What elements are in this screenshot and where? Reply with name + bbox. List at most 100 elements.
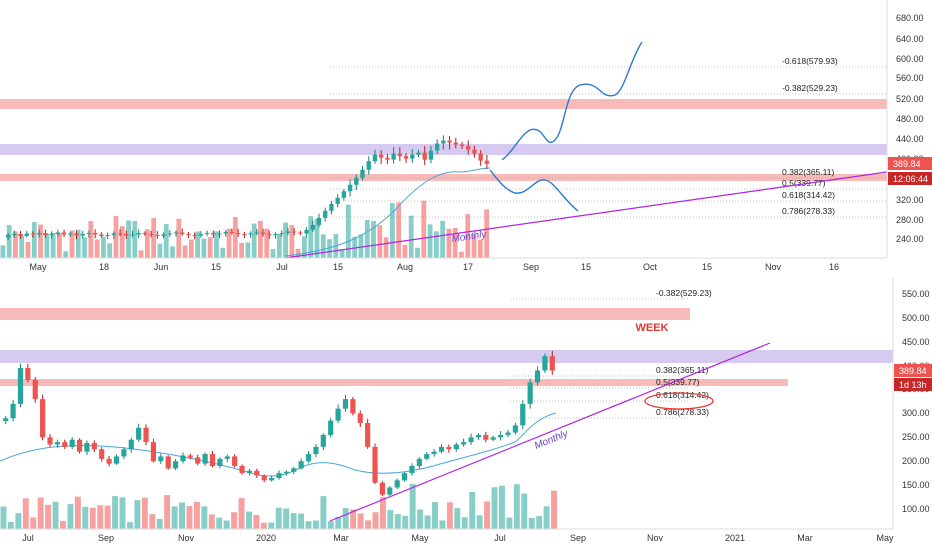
daily-candle-body [472, 149, 477, 154]
weekly-candle-body [84, 443, 90, 452]
daily-candle-body [229, 231, 235, 233]
daily-candle-body [298, 232, 303, 234]
daily-volume-bar [151, 218, 157, 258]
weekly-candle-body [254, 470, 260, 476]
daily-candle-body [24, 233, 29, 236]
daily-chart[interactable]: -0.618(579.93) -0.382(529.23) 0.382(365.11… [0, 0, 932, 275]
daily-candle-body [142, 232, 148, 234]
daily-chart-pane[interactable]: -0.618(579.93) -0.382(529.23) 0.382(365.11… [0, 0, 932, 275]
daily-volume-bar [163, 224, 169, 258]
weekly-candle-body [121, 449, 127, 457]
daily-candle-body [92, 232, 98, 235]
weekly-volume-bar [223, 520, 230, 529]
weekly-chart[interactable]: -0.382(529.23) 0.382(365.11) 0.5(339.77) 0.… [0, 278, 932, 550]
daily-x-tick-label: 16 [829, 262, 839, 272]
weekly-volume-bar [484, 501, 491, 529]
daily-volume-bar [371, 221, 376, 258]
weekly-fib-label: -0.382(529.23) [656, 288, 712, 298]
weekly-candle-body [158, 456, 164, 462]
daily-candle-body [30, 233, 36, 235]
weekly-candle-body [498, 434, 504, 438]
daily-trendline [284, 171, 888, 259]
weekly-volume-bar [52, 501, 59, 529]
weekly-volume-bar [104, 505, 111, 529]
weekly-candle-body [328, 420, 334, 435]
daily-fib-label: 0.786(278.33) [782, 206, 835, 216]
weekly-volume-bar [15, 513, 22, 529]
weekly-candle-body [438, 446, 445, 452]
weekly-candle-body [512, 425, 518, 433]
daily-volume-bar [402, 244, 408, 258]
weekly-volume-bar [498, 485, 505, 529]
weekly-candle-body [239, 466, 245, 474]
daily-candle-body [441, 140, 446, 144]
weekly-x-tick-label: May [411, 533, 429, 543]
weekly-volume-bar [476, 515, 483, 529]
weekly-candle-body [468, 437, 474, 443]
week-title: WEEK [636, 322, 669, 334]
weekly-candle-body [490, 437, 496, 440]
weekly-candle-body [165, 456, 171, 469]
weekly-volume-bar [74, 496, 81, 529]
weekly-volume-bar [149, 514, 156, 529]
weekly-volume-bar [446, 502, 453, 529]
daily-volume-bar [396, 202, 402, 258]
weekly-volume-bar [231, 512, 238, 529]
weekly-volume-bar [208, 514, 215, 529]
daily-candle-body [410, 154, 415, 159]
weekly-candle-body [387, 487, 393, 495]
weekly-volume-bar [290, 513, 297, 529]
daily-candle-body [105, 234, 110, 236]
bullish-projection-path [501, 41, 643, 161]
weekly-chart-pane[interactable]: -0.382(529.23) 0.382(365.11) 0.5(339.77) 0.… [0, 278, 932, 550]
daily-volume-bar [346, 204, 351, 258]
weekly-volume-bar [216, 517, 223, 529]
weekly-volume-bar [112, 496, 119, 529]
daily-candle-body [248, 233, 253, 235]
weekly-volume-bar [320, 496, 327, 529]
daily-candle-body [391, 153, 396, 160]
daily-candle-body [43, 232, 48, 235]
weekly-volume-bar [60, 521, 66, 529]
weekly-candle-body [209, 454, 216, 466]
weekly-volume-bar [97, 505, 104, 529]
daily-volume-bar [245, 242, 251, 258]
weekly-candle-body [461, 442, 467, 445]
weekly-candle-body [47, 437, 53, 445]
weekly-volume-bar [156, 518, 163, 529]
daily-x-tick-label: 15 [333, 262, 343, 272]
weekly-candle-body [475, 434, 482, 438]
weekly-candle-body [187, 455, 193, 458]
weekly-candle-body [372, 446, 378, 483]
weekly-y-tick-label: 150.00 [902, 480, 930, 490]
daily-x-tick-label: 17 [463, 262, 473, 272]
weekly-volume-bar [387, 510, 394, 529]
weekly-candle-body [379, 482, 385, 495]
weekly-volume-bar [179, 502, 185, 529]
weekly-price-tag-bg [894, 364, 932, 377]
daily-volume-bar [389, 203, 395, 258]
daily-volume-bar [484, 209, 489, 258]
weekly-volume-bar [82, 506, 89, 529]
daily-volume-bar [201, 238, 207, 258]
daily-candle-body [347, 184, 353, 192]
weekly-volume-bar [312, 520, 319, 529]
weekly-volume-bar [402, 515, 409, 529]
weekly-candle-body [401, 473, 408, 481]
daily-x-tick-label: 15 [702, 262, 712, 272]
daily-volume-bar [358, 234, 364, 258]
weekly-volume-bar [469, 491, 476, 529]
daily-volume-bar [226, 228, 232, 258]
weekly-candle-body [446, 446, 452, 450]
weekly-candle-body [269, 477, 275, 481]
weekly-moving-average [0, 412, 557, 477]
weekly-volume-bar [7, 521, 14, 529]
daily-volume-bar [69, 230, 75, 258]
weekly-candle-body [320, 434, 326, 447]
daily-x-tick-label: 15 [211, 262, 221, 272]
daily-volume-bar [19, 235, 25, 258]
daily-candle-body [80, 233, 85, 236]
daily-volume-bar [289, 225, 295, 258]
weekly-volume-bar [171, 506, 178, 529]
daily-volume-bar [452, 227, 458, 258]
